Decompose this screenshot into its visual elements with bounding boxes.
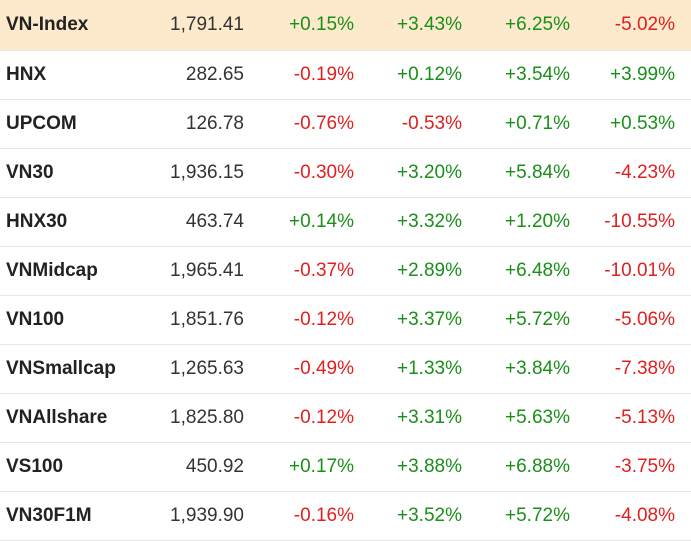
index-change-4: -3.75%	[614, 455, 675, 477]
index-change-4: -4.23%	[614, 161, 675, 183]
index-change-1: -0.49%	[293, 357, 354, 379]
index-change-2: +0.12%	[397, 63, 462, 85]
index-name[interactable]: VNMidcap	[6, 259, 98, 281]
index-change-1: -0.19%	[293, 63, 354, 85]
index-change-3: +0.71%	[505, 112, 570, 134]
index-row-vn30f1m[interactable]: VN30F1M 1,939.90 -0.16% +3.52% +5.72% -4.08%	[0, 491, 691, 540]
index-row-vn30[interactable]: VN30 1,936.15 -0.30% +3.20% +5.84% -4.23%	[0, 148, 691, 197]
index-row-vnmidcap[interactable]: VNMidcap 1,965.41 -0.37% +2.89% +6.48% -10.01…	[0, 246, 691, 295]
index-change-3: +6.25%	[505, 13, 570, 35]
index-name[interactable]: VN30	[6, 161, 54, 183]
index-row-vn100[interactable]: VN100 1,851.76 -0.12% +3.37% +5.72% -5.06%	[0, 295, 691, 344]
index-value: 1,939.90	[170, 504, 244, 526]
index-change-1: -0.37%	[293, 259, 354, 281]
index-change-1: +0.15%	[289, 13, 354, 35]
index-change-3: +3.54%	[505, 63, 570, 85]
index-change-1: -0.12%	[293, 406, 354, 428]
index-name[interactable]: VNSmallcap	[6, 357, 116, 379]
index-name[interactable]: VN30F1M	[6, 504, 92, 526]
index-change-1: -0.30%	[293, 161, 354, 183]
index-name[interactable]: VNAllshare	[6, 406, 108, 428]
index-value: 282.65	[185, 63, 244, 85]
index-change-1: +0.17%	[289, 455, 354, 477]
index-change-1: -0.76%	[293, 112, 354, 134]
index-name[interactable]: VS100	[6, 455, 64, 477]
index-value: 450.92	[185, 455, 244, 477]
index-name[interactable]: UPCOM	[6, 112, 77, 134]
index-row-vs100[interactable]: VS100 450.92 +0.17% +3.88% +6.88% -3.75%	[0, 442, 691, 491]
index-row-hnx30[interactable]: HNX30 463.74 +0.14% +3.32% +1.20% -10.55%	[0, 197, 691, 246]
index-change-4: -5.02%	[614, 13, 675, 35]
index-change-3: +3.84%	[505, 357, 570, 379]
index-change-4: -10.55%	[604, 210, 675, 232]
index-change-3: +5.72%	[505, 308, 570, 330]
index-change-1: -0.16%	[293, 504, 354, 526]
index-change-2: +3.88%	[397, 455, 462, 477]
index-row-upcom[interactable]: UPCOM 126.78 -0.76% -0.53% +0.71% +0.53%	[0, 99, 691, 148]
index-change-4: -7.38%	[614, 357, 675, 379]
index-value: 1,851.76	[170, 308, 244, 330]
index-name[interactable]: VN100	[6, 308, 65, 330]
index-value: 463.74	[185, 210, 244, 232]
index-change-4: -5.13%	[614, 406, 675, 428]
index-change-2: +3.52%	[397, 504, 462, 526]
index-change-3: +5.84%	[505, 161, 570, 183]
index-change-4: -5.06%	[614, 308, 675, 330]
index-change-1: -0.12%	[293, 308, 354, 330]
index-change-2: +3.31%	[397, 406, 462, 428]
index-value: 126.78	[185, 112, 244, 134]
index-change-4: -10.01%	[604, 259, 675, 281]
index-value: 1,265.63	[170, 357, 244, 379]
index-change-3: +1.20%	[505, 210, 570, 232]
index-value: 1,936.15	[170, 161, 244, 183]
index-change-3: +5.72%	[505, 504, 570, 526]
index-change-2: +2.89%	[397, 259, 462, 281]
index-change-2: +3.32%	[397, 210, 462, 232]
index-change-3: +5.63%	[505, 406, 570, 428]
index-name[interactable]: HNX30	[6, 210, 68, 232]
index-row-vn-index[interactable]: VN-Index 1,791.41 +0.15% +3.43% +6.25% -5.02%	[0, 0, 691, 50]
index-change-3: +6.48%	[505, 259, 570, 281]
index-change-1: +0.14%	[289, 210, 354, 232]
index-change-4: -4.08%	[614, 504, 675, 526]
index-change-2: -0.53%	[401, 112, 462, 134]
index-change-3: +6.88%	[505, 455, 570, 477]
index-change-4: +0.53%	[610, 112, 675, 134]
index-name[interactable]: HNX	[6, 63, 47, 85]
index-row-vnallshare[interactable]: VNAllshare 1,825.80 -0.12% +3.31% +5.63% -5.1…	[0, 393, 691, 442]
index-name[interactable]: VN-Index	[6, 13, 89, 35]
index-value: 1,791.41	[170, 13, 244, 35]
index-row-vnsmallcap[interactable]: VNSmallcap 1,265.63 -0.49% +1.33% +3.84% -7.3…	[0, 344, 691, 393]
index-change-2: +3.43%	[397, 13, 462, 35]
index-change-2: +1.33%	[397, 357, 462, 379]
index-value: 1,965.41	[170, 259, 244, 281]
index-value: 1,825.80	[170, 406, 244, 428]
index-change-2: +3.37%	[397, 308, 462, 330]
index-row-hnx[interactable]: HNX 282.65 -0.19% +0.12% +3.54% +3.99%	[0, 50, 691, 99]
index-change-2: +3.20%	[397, 161, 462, 183]
index-change-4: +3.99%	[610, 63, 675, 85]
